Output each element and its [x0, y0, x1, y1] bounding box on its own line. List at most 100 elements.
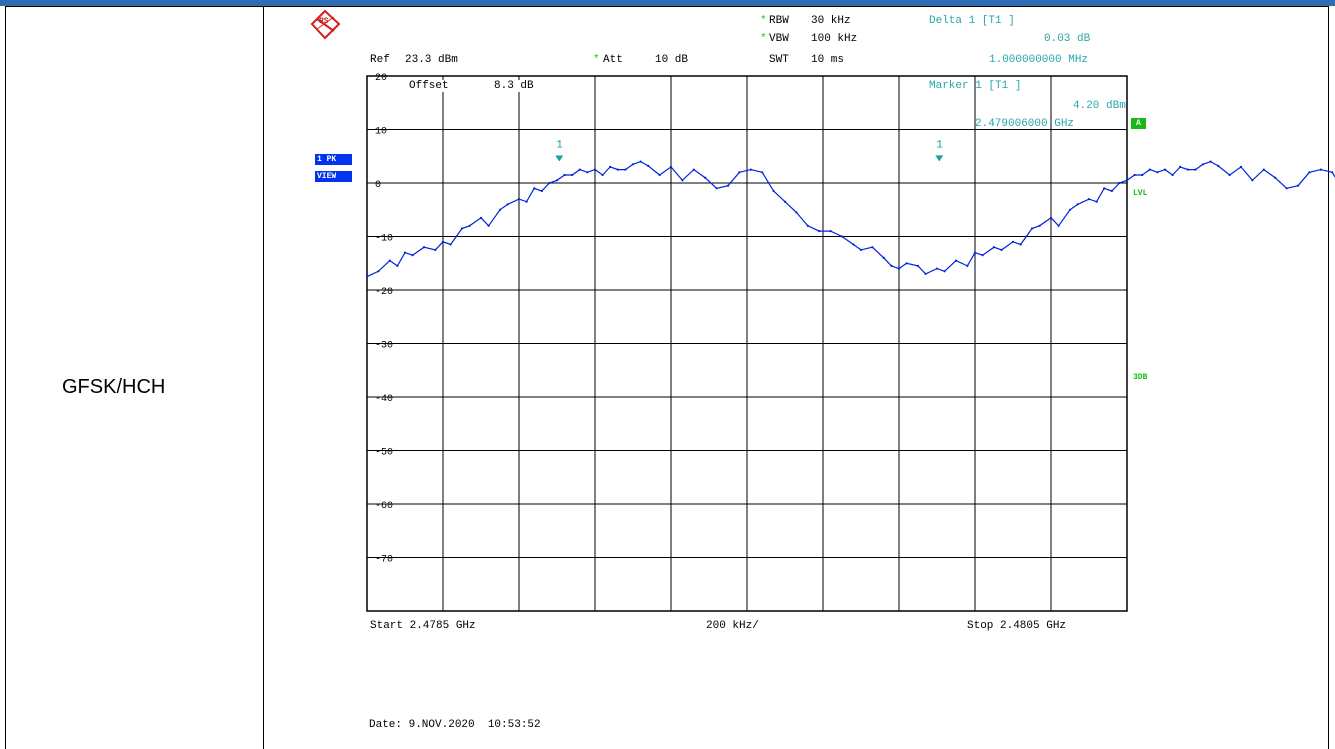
trace-point	[966, 264, 969, 267]
y-tick-label: -40	[375, 394, 393, 405]
trace-point	[1331, 171, 1334, 174]
trace-point	[449, 243, 452, 246]
y-tick-label: -70	[375, 555, 393, 566]
side-3db-label: 3DB	[1133, 373, 1148, 382]
side-lvl-label: LVL	[1133, 189, 1148, 198]
trace-point	[852, 243, 855, 246]
rbw-label: RBW	[769, 15, 789, 27]
marker-value: 4.20 dBm	[1073, 100, 1126, 112]
marker-label: 1	[936, 139, 943, 151]
vbw-value: 100 kHz	[811, 33, 858, 45]
trace-point	[548, 181, 551, 185]
trace-point	[1239, 165, 1243, 168]
trace-point	[818, 230, 821, 233]
trace-point	[1068, 208, 1072, 211]
trace-point	[377, 270, 380, 273]
trace-pk-badge: 1 PK	[315, 154, 352, 165]
trace-point	[365, 275, 369, 278]
rbw-star: *	[760, 15, 767, 27]
trace-point	[601, 173, 604, 177]
ref-label: Ref	[370, 54, 390, 66]
trace-point	[593, 168, 597, 171]
trace-point	[1087, 198, 1091, 201]
row-label: GFSK/HCH	[62, 376, 166, 398]
y-tick-label: -60	[375, 501, 393, 512]
offset-label: Offset	[409, 80, 449, 92]
offset-value: 8.3 dB	[494, 80, 534, 92]
trace-point	[795, 211, 798, 214]
y-axis-ticks: 20 10 0 -10 -20 -30 -40 -50 -60 -70	[375, 73, 393, 566]
start-frequency: Start 2.4785 GHz	[370, 620, 476, 632]
trace-point	[403, 251, 407, 254]
trace-point	[422, 246, 426, 249]
trace-point	[1076, 203, 1079, 206]
trace-point	[1011, 240, 1015, 243]
trace-point	[411, 254, 414, 257]
trace-point	[616, 168, 619, 171]
trace-point	[859, 248, 863, 251]
trace-point	[468, 224, 471, 227]
trace-point	[890, 264, 893, 267]
trace-points	[365, 160, 1334, 278]
trace-point	[1125, 179, 1129, 182]
marker-label: 1	[556, 140, 563, 152]
trace-point	[624, 168, 627, 171]
y-tick-label: 20	[375, 73, 387, 84]
delta-value: 0.03 dB	[1044, 33, 1091, 45]
ref-value: 23.3 dBm	[405, 54, 458, 66]
trace-point	[943, 270, 946, 273]
trace-point	[540, 189, 543, 193]
side-a-badge: A	[1131, 118, 1146, 129]
att-label: Att	[603, 54, 623, 66]
column-divider	[263, 6, 264, 749]
att-value: 10 dB	[655, 54, 689, 66]
trace-point	[578, 168, 581, 171]
trace-point	[1019, 243, 1022, 246]
y-tick-label: -50	[375, 448, 393, 459]
trace-point	[609, 165, 612, 168]
trace-point	[1308, 171, 1311, 174]
marker-triangle	[935, 155, 944, 162]
trace-point	[571, 173, 574, 177]
y-tick-label: 0	[375, 180, 381, 191]
trace-point	[1194, 168, 1197, 171]
marker-triangle	[555, 155, 564, 162]
trace-point	[1038, 224, 1041, 227]
trace-point	[1156, 171, 1159, 174]
trace-point	[1201, 163, 1205, 166]
trace-point	[783, 200, 787, 203]
trace-point	[726, 184, 730, 187]
trace-point	[498, 208, 502, 211]
trace-point	[479, 216, 483, 219]
trace-point	[1118, 181, 1121, 185]
trace-point	[806, 224, 809, 227]
trace-point	[1285, 187, 1288, 190]
rs-logo-label: RS	[319, 17, 329, 26]
rs-logo-icon	[310, 9, 341, 40]
stop-frequency: Stop 2.4805 GHz	[967, 620, 1067, 632]
marker-title: Marker 1 [T1 ]	[929, 80, 1022, 92]
trace-point	[738, 171, 741, 174]
trace-point	[1148, 168, 1151, 171]
span-per-division: 200 kHz/	[706, 620, 759, 632]
plot-frame	[366, 75, 1128, 612]
swt-value: 10 ms	[811, 54, 845, 66]
trace-point	[441, 240, 445, 243]
y-tick-label: -20	[375, 287, 393, 298]
trace-point	[1049, 216, 1053, 219]
swt-label: SWT	[769, 54, 789, 66]
trace-point	[829, 230, 832, 233]
vbw-star: *	[760, 33, 767, 45]
trace-point	[1186, 168, 1189, 171]
trace-point	[586, 171, 589, 174]
trace-point	[871, 246, 874, 249]
att-star: *	[593, 54, 600, 66]
trace-point	[487, 224, 490, 227]
trace-point	[396, 264, 399, 267]
trace-point	[1133, 173, 1136, 177]
trace-point	[1262, 168, 1265, 171]
trace-point	[1110, 189, 1113, 193]
trace-point	[973, 251, 977, 254]
trace-point	[1057, 224, 1060, 227]
